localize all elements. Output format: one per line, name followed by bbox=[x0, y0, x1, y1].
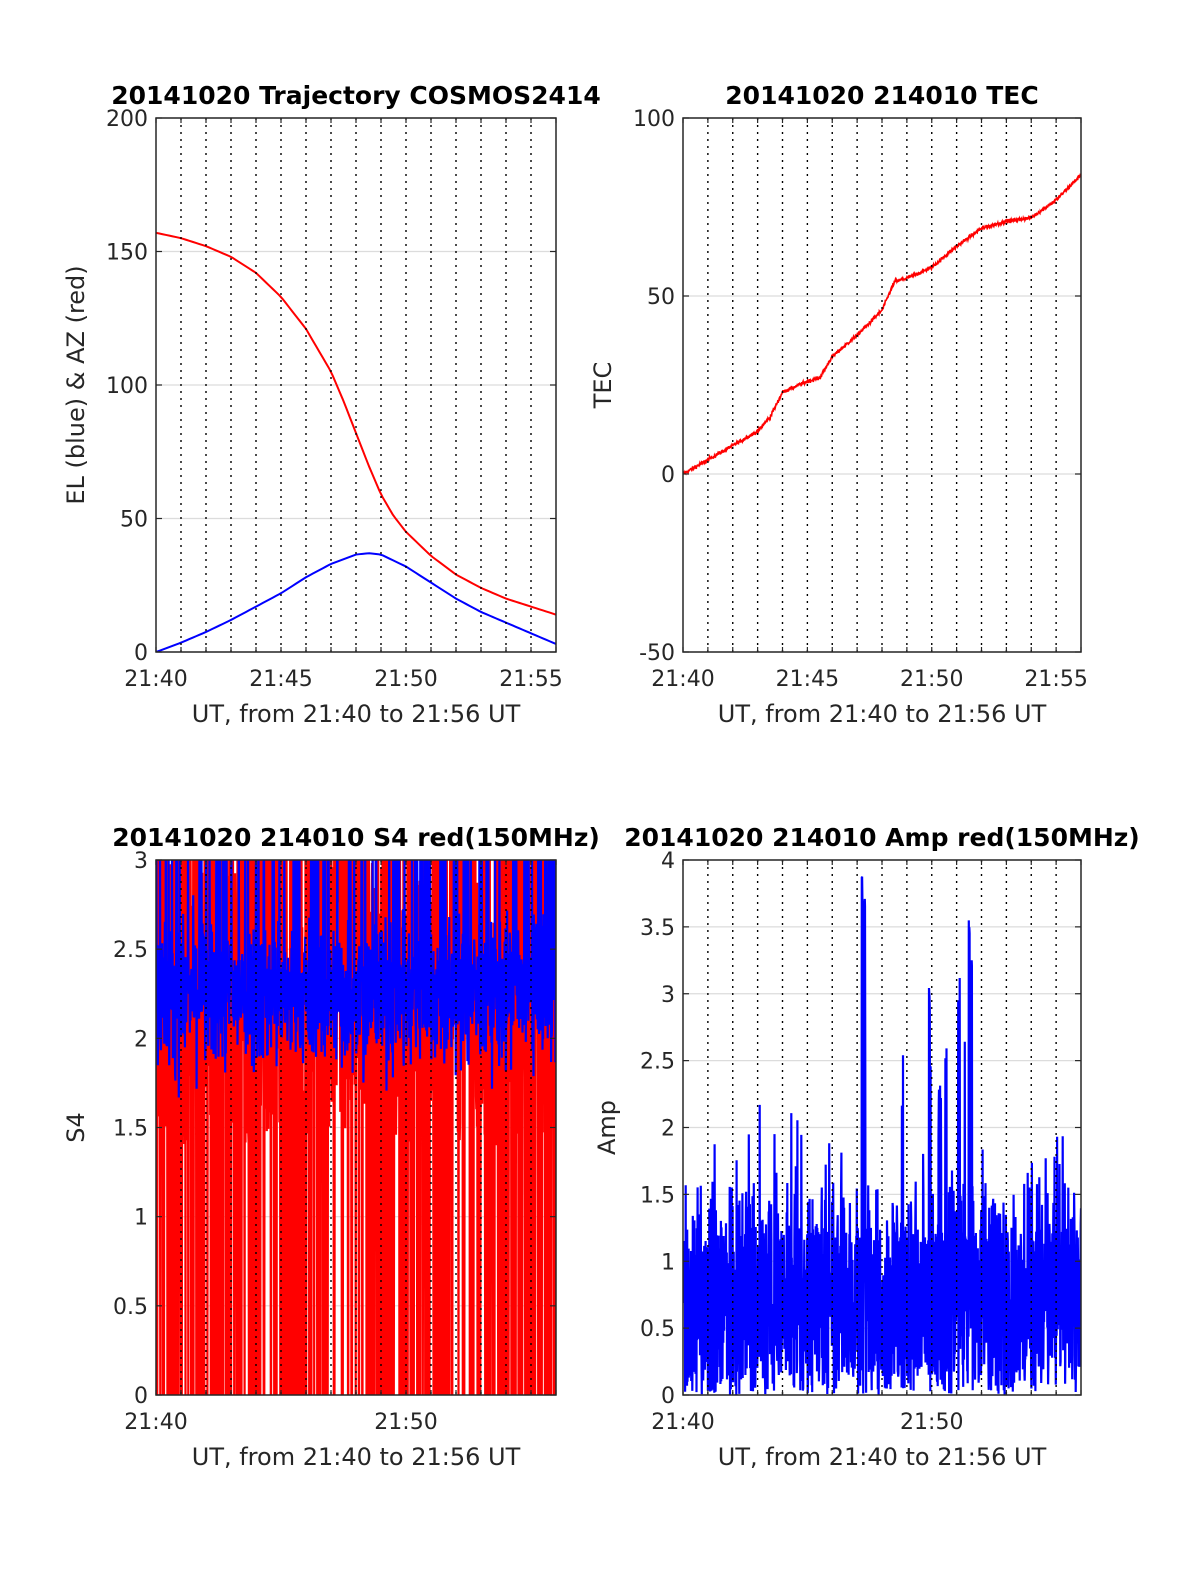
x-tick-label: 21:40 bbox=[124, 1410, 187, 1435]
y-tick-label: -50 bbox=[639, 641, 675, 666]
y-tick-label: 0.5 bbox=[640, 1317, 675, 1342]
series-line-2 bbox=[156, 552, 556, 652]
x-tick-label: 21:50 bbox=[900, 667, 963, 692]
x-axis-label: UT, from 21:40 to 21:56 UT bbox=[718, 1443, 1047, 1471]
y-tick-label: 50 bbox=[647, 285, 675, 310]
y-tick-label: 150 bbox=[106, 241, 148, 266]
x-tick-label: 21:40 bbox=[651, 667, 714, 692]
y-tick-label: 2.5 bbox=[640, 1050, 675, 1075]
y-tick-label: 100 bbox=[106, 374, 148, 399]
y-tick-label: 3.5 bbox=[640, 916, 675, 941]
x-tick-label: 21:45 bbox=[249, 667, 312, 692]
y-tick-label: 50 bbox=[120, 508, 148, 533]
x-axis-label: UT, from 21:40 to 21:56 UT bbox=[718, 700, 1047, 728]
y-tick-label: 2 bbox=[661, 1117, 675, 1142]
y-tick-label: 0 bbox=[661, 1384, 675, 1409]
x-tick-label: 21:50 bbox=[374, 667, 437, 692]
series-line-1 bbox=[683, 876, 1081, 1395]
chart-2: -50 0 50 100 21:40 21:45 21:50 21:55 20141020 21… bbox=[589, 81, 1088, 728]
y-tick-label: 0 bbox=[134, 641, 148, 666]
chart-title: 20141020 214010 Amp red(150MHz) bbox=[624, 823, 1140, 852]
y-axis-label: TEC bbox=[589, 362, 617, 410]
y-tick-label: 1 bbox=[661, 1250, 675, 1275]
chart-title: 20141020 Trajectory COSMOS2414 bbox=[111, 81, 601, 110]
y-tick-label: 0 bbox=[661, 463, 675, 488]
y-tick-label: 100 bbox=[633, 107, 675, 132]
y-tick-label: 1 bbox=[134, 1206, 148, 1231]
x-tick-label: 21:55 bbox=[1024, 667, 1087, 692]
y-tick-label: 1.5 bbox=[113, 1117, 148, 1142]
x-tick-label: 21:50 bbox=[374, 1410, 437, 1435]
x-tick-label: 21:40 bbox=[651, 1410, 714, 1435]
plot-area bbox=[683, 173, 1081, 476]
y-tick-label: 3 bbox=[134, 849, 148, 874]
x-tick-label: 21:50 bbox=[900, 1410, 963, 1435]
x-tick-label: 21:40 bbox=[124, 667, 187, 692]
y-tick-label: 4 bbox=[661, 849, 675, 874]
chart-4: 0 0.5 1 1.5 2 2.5 3 3.5 4 21:40 21:50 20141020 2140… bbox=[593, 823, 1140, 1471]
plot-area bbox=[156, 231, 556, 652]
y-tick-label: 0.5 bbox=[113, 1295, 148, 1320]
y-tick-label: 1.5 bbox=[640, 1183, 675, 1208]
chart-title: 20141020 214010 TEC bbox=[725, 81, 1038, 110]
series-line-2 bbox=[156, 860, 556, 1098]
y-axis-label: EL (blue) & AZ (red) bbox=[62, 265, 90, 504]
y-tick-label: 2.5 bbox=[113, 938, 148, 963]
plot-area bbox=[683, 876, 1081, 1395]
x-axis-label: UT, from 21:40 to 21:56 UT bbox=[192, 700, 521, 728]
x-tick-label: 21:45 bbox=[776, 667, 839, 692]
y-tick-label: 0 bbox=[134, 1384, 148, 1409]
series-line-1 bbox=[156, 231, 556, 616]
y-tick-label: 200 bbox=[106, 107, 148, 132]
chart-3: 0 0.5 1 1.5 2 2.5 3 21:40 21:50 20141020 214010 S… bbox=[62, 823, 600, 1471]
chart-1: 0 50 100 150 200 21:40 21:45 21:50 21:55 20141020… bbox=[62, 81, 601, 728]
x-axis-label: UT, from 21:40 to 21:56 UT bbox=[192, 1443, 521, 1471]
y-tick-label: 3 bbox=[661, 983, 675, 1008]
y-tick-label: 2 bbox=[134, 1027, 148, 1052]
y-axis-label: Amp bbox=[593, 1100, 621, 1155]
series-line-1 bbox=[683, 173, 1081, 476]
y-axis-label: S4 bbox=[62, 1112, 90, 1143]
chart-title: 20141020 214010 S4 red(150MHz) bbox=[112, 823, 600, 852]
x-tick-label: 21:55 bbox=[499, 667, 562, 692]
